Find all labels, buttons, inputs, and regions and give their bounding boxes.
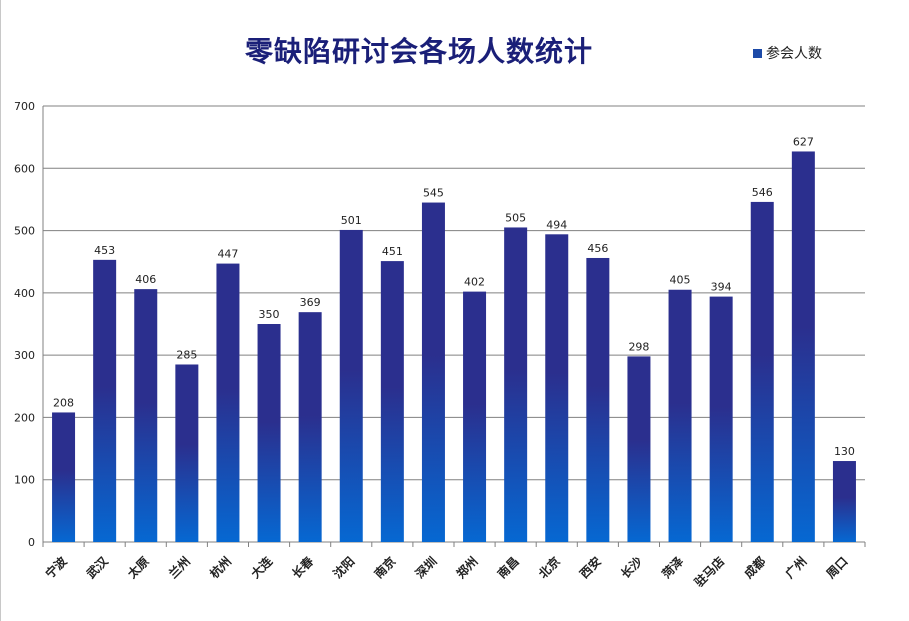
y-tick-label: 700: [14, 100, 35, 113]
x-tick-label: 成都: [741, 554, 769, 582]
x-tick-label: 南京: [371, 554, 399, 582]
x-tick-label: 沈阳: [330, 554, 358, 582]
bar: [421, 202, 445, 543]
legend: 参会人数: [753, 45, 822, 62]
x-tick-label: 驻马店: [691, 554, 727, 590]
data-label: 394: [711, 281, 732, 294]
data-label: 545: [423, 187, 444, 200]
bar: [463, 291, 487, 542]
bar: [832, 461, 856, 542]
legend-label: 参会人数: [766, 46, 822, 62]
y-tick-label: 300: [14, 349, 35, 362]
bar: [339, 229, 363, 542]
bar: [627, 356, 651, 542]
bar: [298, 312, 322, 542]
data-label: 546: [752, 186, 773, 199]
y-tick-label: 0: [28, 536, 35, 549]
bar: [93, 259, 117, 542]
data-label: 350: [259, 308, 280, 321]
x-tick-label: 大连: [248, 553, 276, 581]
x-tick-label: 南昌: [494, 554, 522, 582]
bar: [750, 201, 774, 543]
bar: [134, 289, 158, 542]
x-tick-label: 长沙: [617, 554, 645, 582]
bar: [175, 364, 199, 542]
y-tick-label: 500: [14, 225, 35, 238]
data-label: 298: [628, 340, 649, 353]
data-label: 130: [834, 445, 855, 458]
x-tick-label: 杭州: [206, 554, 234, 582]
x-tick-label: 西安: [576, 554, 604, 582]
data-label: 369: [300, 296, 321, 309]
data-label: 456: [587, 242, 608, 255]
data-label: 405: [670, 274, 691, 287]
x-tick-label: 宁波: [42, 553, 70, 581]
data-label: 402: [464, 276, 485, 289]
x-tick-label: 兰州: [165, 554, 193, 582]
y-tick-label: 600: [14, 162, 35, 175]
x-tick-label: 菏泽: [659, 554, 687, 582]
bar: [380, 261, 404, 542]
x-tick-label: 郑州: [453, 554, 481, 582]
bar: [216, 263, 240, 542]
x-tick-label: 广州: [782, 554, 810, 582]
bar: [52, 412, 76, 542]
bar: [709, 296, 733, 542]
bar: [586, 257, 610, 542]
x-tick-label: 长春: [289, 553, 317, 581]
data-label: 627: [793, 135, 814, 148]
x-tick-label: 北京: [535, 554, 563, 582]
y-tick-label: 200: [14, 411, 35, 424]
data-label: 406: [135, 273, 156, 286]
data-label: 447: [217, 248, 238, 261]
bar: [668, 289, 692, 542]
data-label: 451: [382, 245, 403, 258]
data-label: 505: [505, 211, 526, 224]
data-label: 208: [53, 396, 74, 409]
legend-swatch: [753, 48, 762, 58]
x-tick-label: 太原: [124, 554, 152, 582]
data-label: 285: [176, 348, 197, 361]
y-tick-label: 400: [14, 287, 35, 300]
bar: [504, 227, 528, 542]
x-tick-label: 周口: [824, 554, 851, 581]
data-label: 501: [341, 214, 362, 227]
data-label: 494: [546, 218, 567, 231]
x-tick-label: 武汉: [83, 553, 111, 581]
y-tick-label: 100: [14, 474, 35, 487]
data-label: 453: [94, 244, 115, 257]
chart-title: 零缺陷研讨会各场人数统计: [244, 35, 593, 68]
x-tick-label: 深圳: [412, 554, 440, 582]
bar: [257, 324, 281, 542]
bar: [791, 151, 815, 542]
bar: [545, 234, 569, 542]
